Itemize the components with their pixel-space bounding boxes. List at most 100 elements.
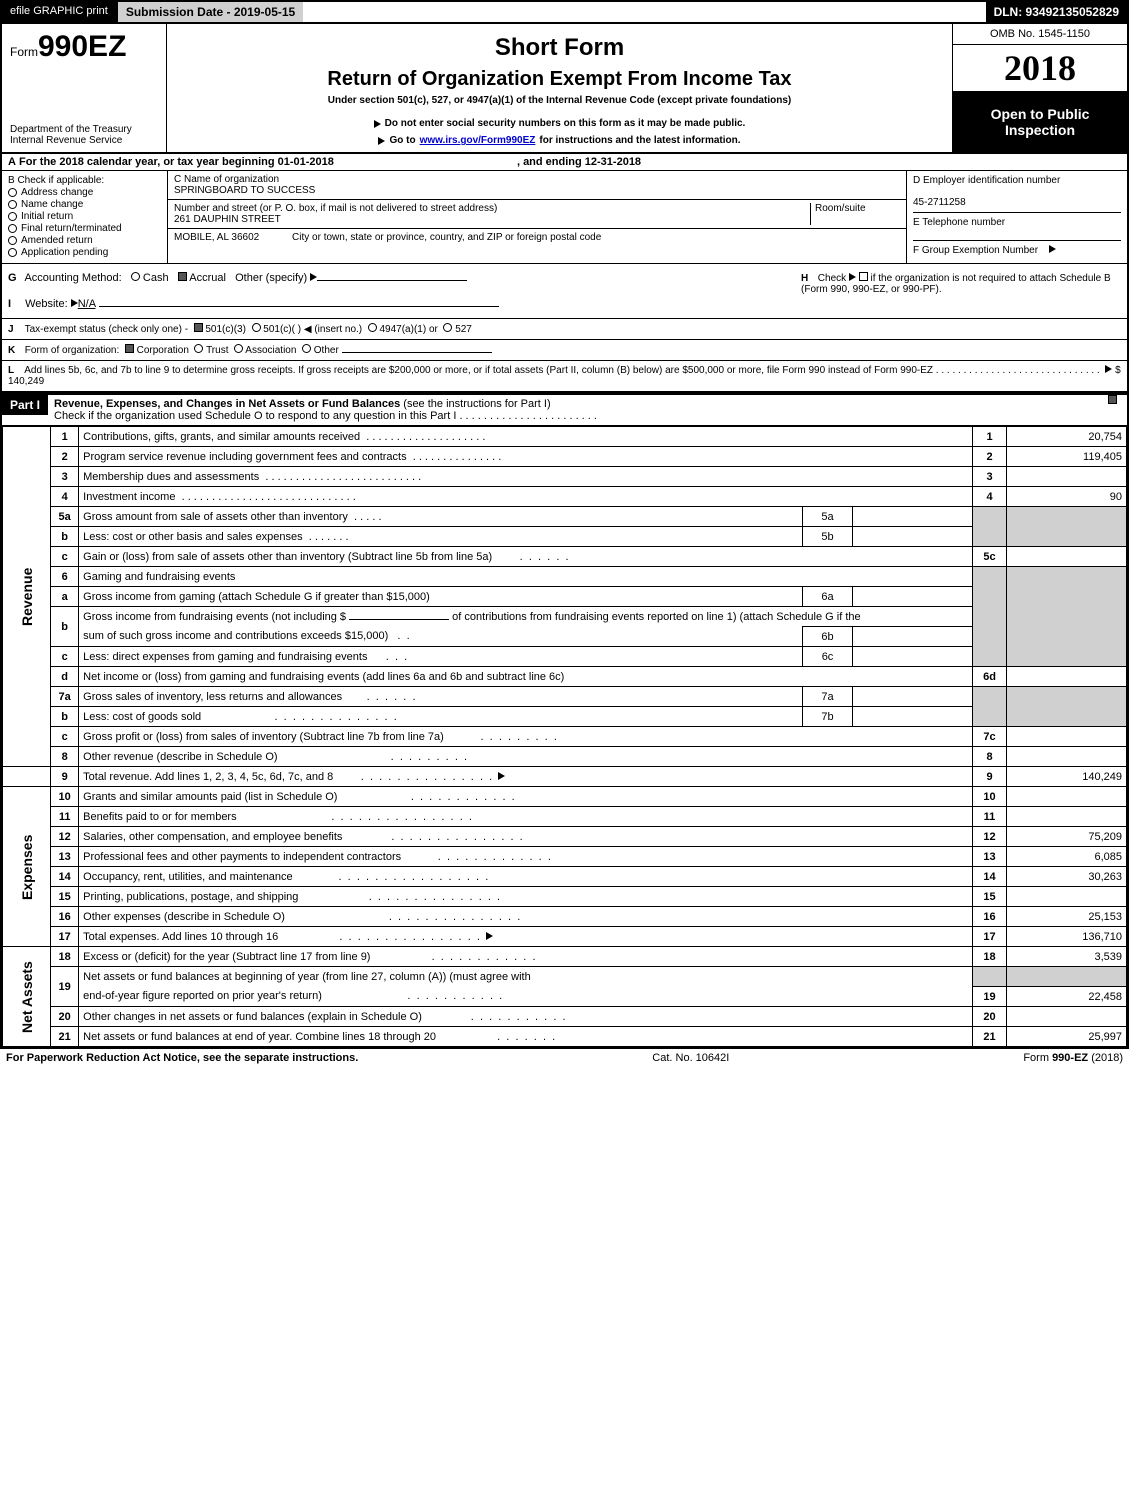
line-6d: d Net income or (loss) from gaming and f… (3, 667, 1127, 687)
line-12: 12 Salaries, other compensation, and emp… (3, 827, 1127, 847)
cb-501c[interactable] (252, 323, 261, 332)
grey-7 (973, 687, 1007, 727)
cb-corp[interactable] (125, 344, 134, 353)
num-19: 19 (51, 967, 79, 1007)
op-501c3: 501(c)(3) (205, 324, 246, 335)
line-7c: c Gross profit or (loss) from sales of i… (3, 727, 1127, 747)
radio-accrual[interactable] (178, 272, 187, 281)
label-g: G (8, 272, 22, 284)
street-value: 261 DAUPHIN STREET (174, 214, 281, 225)
line-l: L Add lines 5b, 6c, and 7b to line 9 to … (2, 360, 1127, 391)
amt-18: 3,539 (1007, 947, 1127, 967)
line-7a: 7a Gross sales of inventory, less return… (3, 687, 1127, 707)
tel-block: E Telephone number (913, 217, 1121, 241)
amt-19: 22,458 (1007, 987, 1127, 1007)
line-6c: c Less: direct expenses from gaming and … (3, 647, 1127, 667)
part1-checkbox[interactable] (1097, 395, 1127, 407)
line-5b-text: Less: cost or other basis and sales expe… (79, 527, 803, 547)
valnum-18: 18 (973, 947, 1007, 967)
cb-other[interactable] (302, 344, 311, 353)
footer-form-pre: Form (1023, 1052, 1049, 1064)
num-16: 16 (51, 907, 79, 927)
other-k-input[interactable] (342, 352, 492, 353)
cb-4947[interactable] (368, 323, 377, 332)
short-form-title: Short Form (177, 34, 942, 62)
other-input[interactable] (317, 280, 467, 281)
valnum-11: 11 (973, 807, 1007, 827)
line-11: 11 Benefits paid to or for members . . .… (3, 807, 1127, 827)
amt-7c (1007, 727, 1127, 747)
num-21: 21 (51, 1027, 79, 1047)
grey-19-amt (1007, 967, 1127, 987)
street-cell: Number and street (or P. O. box, if mail… (168, 200, 906, 229)
line-10: Expenses 10 Grants and similar amounts p… (3, 787, 1127, 807)
checkbox-icon (8, 200, 17, 209)
num-7a: 7a (51, 687, 79, 707)
section-def: D Employer identification number 45-2711… (907, 171, 1127, 263)
part1-header-row: Part I Revenue, Expenses, and Changes in… (2, 393, 1127, 426)
form-990ez: 990EZ (38, 30, 126, 63)
goto-prefix: Go to (389, 135, 415, 146)
checkbox-h[interactable] (859, 272, 868, 281)
tax-year: 2018 (953, 45, 1127, 92)
cb-trust[interactable] (194, 344, 203, 353)
section-b: B Check if applicable: Address change Na… (2, 171, 167, 263)
part1-subtitle: (see the instructions for Part I) (403, 398, 550, 410)
arrow-icon (310, 273, 317, 281)
line-5a-text: Gross amount from sale of assets other t… (79, 507, 803, 527)
line-2-text: Program service revenue including govern… (79, 447, 973, 467)
line-1: Revenue 1 Contributions, gifts, grants, … (3, 427, 1127, 447)
checkbox-name-change[interactable]: Name change (8, 199, 161, 210)
cb-527[interactable] (443, 323, 452, 332)
top-bar: efile GRAPHIC print Submission Date - 20… (2, 2, 1127, 24)
checkbox-final-return[interactable]: Final return/terminated (8, 223, 161, 234)
section-h: H Check if the organization is not requi… (801, 272, 1121, 310)
label-l: L (8, 365, 22, 376)
line-a: A For the 2018 calendar year, or tax yea… (2, 154, 1127, 170)
valnum-21: 21 (973, 1027, 1007, 1047)
checkbox-initial-return[interactable]: Initial return (8, 211, 161, 222)
cash-label: Cash (143, 272, 169, 284)
check-label: Check (818, 273, 846, 284)
section-gi: G Accounting Method: Cash Accrual Other … (8, 272, 801, 310)
form-container: efile GRAPHIC print Submission Date - 20… (0, 0, 1129, 1049)
h-not: not (962, 273, 976, 284)
checkbox-icon (1108, 395, 1117, 404)
line-1-text: Contributions, gifts, grants, and simila… (79, 427, 973, 447)
form-prefix: Form (10, 45, 38, 59)
radio-cash[interactable] (131, 272, 140, 281)
amt-2: 119,405 (1007, 447, 1127, 467)
line-19-pre: 19 Net assets or fund balances at beginn… (3, 967, 1127, 987)
amt-10 (1007, 787, 1127, 807)
h-text1: if the organization is (870, 273, 959, 284)
amt-6c (853, 647, 973, 667)
efile-print-button[interactable]: efile GRAPHIC print (2, 2, 118, 22)
name-of-org-label: Name of organization (184, 174, 279, 185)
checkbox-address-change[interactable]: Address change (8, 187, 161, 198)
assoc-label: Association (245, 345, 296, 356)
line-7a-text: Gross sales of inventory, less returns a… (79, 687, 803, 707)
line-k: K Form of organization: Corporation Trus… (2, 339, 1127, 360)
grey-7-amt (1007, 687, 1127, 727)
valnum-9: 9 (973, 767, 1007, 787)
checkbox-icon (8, 236, 17, 245)
footer-right: Form 990-EZ (2018) (1023, 1052, 1123, 1064)
amt-20 (1007, 1007, 1127, 1027)
checkbox-application-pending[interactable]: Application pending (8, 247, 161, 258)
checkbox-amended[interactable]: Amended return (8, 235, 161, 246)
cb-501c3[interactable] (194, 323, 203, 332)
amt-6d (1007, 667, 1127, 687)
irs-link[interactable]: www.irs.gov/Form990EZ (420, 135, 536, 146)
line-7c-text: Gross profit or (loss) from sales of inv… (79, 727, 973, 747)
box-6c: 6c (803, 647, 853, 667)
line-9-text: Total revenue. Add lines 1, 2, 3, 4, 5c,… (79, 767, 973, 787)
6b-input[interactable] (349, 619, 449, 620)
cb-assoc[interactable] (234, 344, 243, 353)
line-6d-text: Net income or (loss) from gaming and fun… (79, 667, 973, 687)
line-6-text: Gaming and fundraising events (79, 567, 973, 587)
amt-3 (1007, 467, 1127, 487)
num-18: 18 (51, 947, 79, 967)
open-to-public: Open to Public Inspection (953, 92, 1127, 152)
line-13: 13 Professional fees and other payments … (3, 847, 1127, 867)
line-2: 2 Program service revenue including gove… (3, 447, 1127, 467)
